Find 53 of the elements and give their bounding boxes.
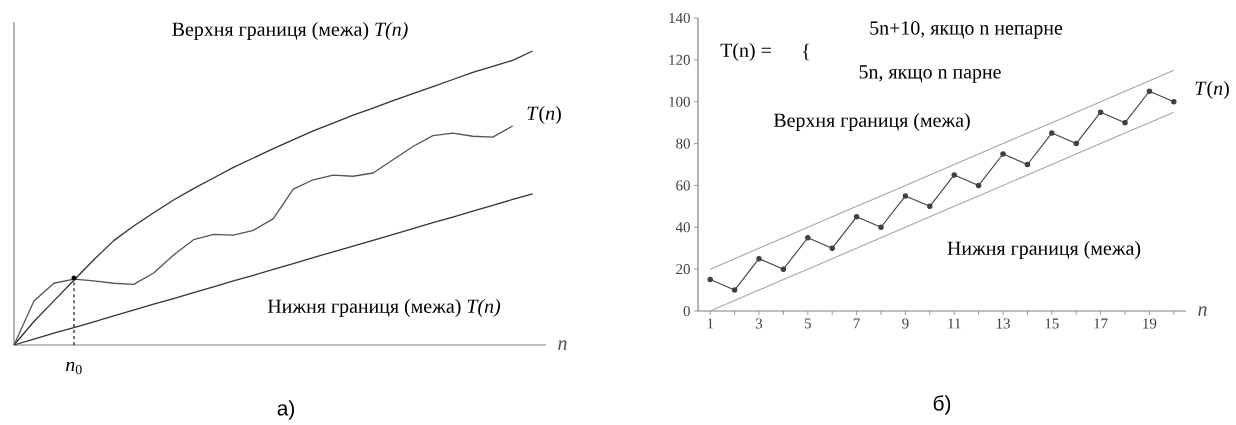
text: n$_{0}$: [65, 361, 82, 375]
text: Верхня границя (межа) T(n): [172, 21, 408, 41]
y-tick-label: 40: [675, 222, 690, 233]
point: [829, 245, 835, 251]
annotation: {: [803, 43, 809, 61]
x-tick-label: 15: [1045, 318, 1059, 329]
y-tick-label: 120: [669, 54, 690, 65]
point: [951, 172, 957, 178]
point: [707, 276, 713, 283]
point: [805, 235, 811, 241]
x-tick-label: 3: [756, 318, 763, 329]
point: [1024, 161, 1031, 168]
point: [780, 266, 787, 272]
series-label: T(n): [1195, 80, 1229, 100]
x-tick-label: 5: [804, 318, 811, 329]
x-tick-label: 1: [707, 318, 714, 329]
point: [902, 193, 909, 199]
point: [927, 203, 933, 210]
series-label: Нижня границя (межа) T(n): [267, 298, 501, 318]
x-tick-label: 7: [853, 318, 860, 329]
annotation: 5n+10, якщо n непарне: [870, 21, 1063, 39]
point: [731, 287, 738, 293]
x-tick-label: 17: [1094, 318, 1108, 329]
text: б): [933, 395, 951, 415]
series-label: Верхня границя (межа): [773, 112, 970, 132]
point: [1171, 98, 1177, 105]
y-tick-label: 100: [669, 96, 690, 107]
series-label: T(n): [527, 105, 561, 125]
x-tick-label: 9: [902, 318, 909, 329]
point: [853, 214, 860, 220]
y-tick-label: 60: [676, 180, 690, 191]
y-tick-label: 140: [669, 12, 690, 24]
point: [1122, 119, 1128, 126]
point: [1097, 109, 1104, 115]
point: [1073, 140, 1079, 147]
point: [756, 255, 762, 262]
text: а): [277, 400, 295, 420]
x-tick-label: 11: [948, 318, 961, 329]
point: [1049, 130, 1055, 136]
point: [878, 224, 884, 231]
annotation: T(n) =: [720, 42, 771, 62]
x-tick-label: 13: [996, 318, 1010, 329]
x-axis-title: n: [1198, 306, 1207, 316]
y-tick-label: 20: [676, 264, 690, 275]
y-tick-label: 80: [676, 138, 690, 149]
point: [975, 182, 982, 189]
point: [1146, 88, 1153, 94]
x-axis-title: n: [558, 340, 567, 350]
annotation: 5n, якщо n парне: [859, 65, 1001, 83]
series-label: Нижня границя (межа): [947, 240, 1141, 260]
y-tick-label: 0: [683, 305, 690, 317]
point: [1000, 151, 1006, 157]
x-tick-label: 19: [1143, 318, 1157, 329]
